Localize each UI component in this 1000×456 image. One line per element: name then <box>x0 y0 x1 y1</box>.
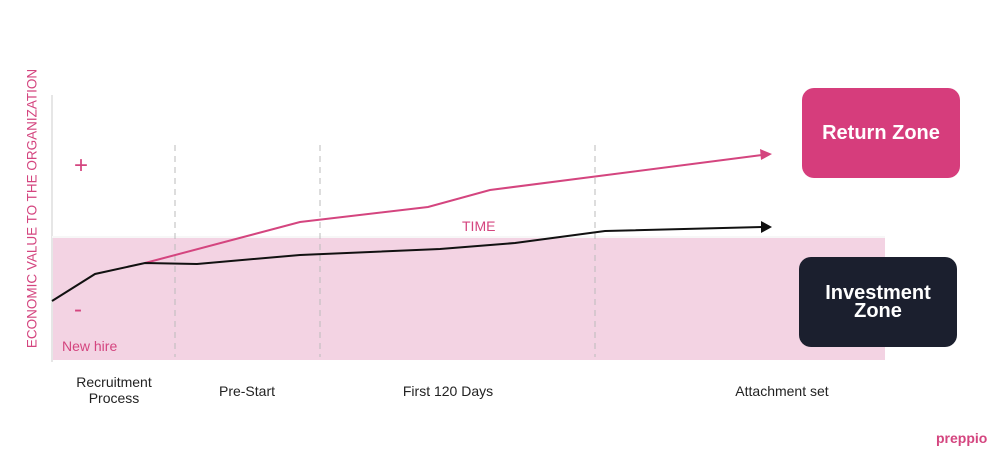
plus-sign: + <box>74 152 89 179</box>
logo: preppio <box>936 430 988 446</box>
new-hire-label: New hire <box>62 338 118 354</box>
return-zone: Return Zone <box>802 88 960 178</box>
arrowhead <box>761 221 772 233</box>
value-line <box>51 226 763 302</box>
minus-sign: - <box>74 296 82 323</box>
phase-label: Recruitment Process <box>76 374 152 406</box>
time-label: TIME <box>462 218 496 234</box>
investment-zone: Investment Zone <box>799 257 957 347</box>
arrowhead <box>760 149 772 160</box>
phase-label: Attachment set <box>735 383 829 399</box>
axis-label: ECONOMIC VALUE TO THE ORGANIZATION <box>24 68 40 349</box>
phase-dividers <box>174 145 596 357</box>
return-line <box>144 154 763 264</box>
investment-band <box>52 237 885 360</box>
phase-label: First 120 Days <box>402 383 494 399</box>
phase-label: Pre-Start <box>218 383 275 399</box>
